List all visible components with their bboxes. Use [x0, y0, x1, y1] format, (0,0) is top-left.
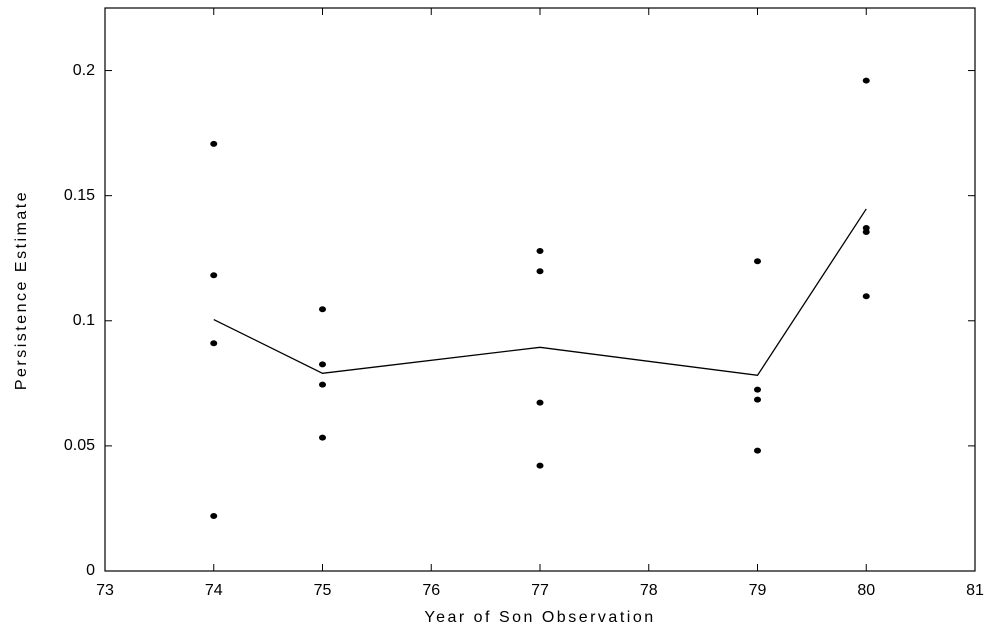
data-point	[319, 434, 326, 441]
data-point	[862, 228, 870, 235]
x-tick-label: 80	[857, 582, 875, 599]
y-tick-label: 0.15	[64, 187, 95, 204]
data-point	[210, 340, 218, 347]
data-point	[319, 381, 326, 388]
data-point	[210, 272, 218, 279]
mean-line	[213, 208, 867, 377]
x-axis-label: Year of Son Observation	[424, 609, 655, 626]
data-point	[862, 77, 870, 84]
y-tick-label: 0	[86, 562, 95, 579]
x-tick-label: 79	[749, 582, 767, 599]
data-point	[754, 396, 761, 403]
data-point	[536, 268, 544, 275]
y-tick-label: 0.2	[73, 62, 95, 79]
y-tick-label: 0.05	[64, 437, 95, 454]
data-point	[862, 293, 870, 300]
data-point	[210, 512, 218, 519]
x-tick-label: 76	[422, 582, 440, 599]
plot-frame	[104, 7, 976, 572]
y-axis-label: Persistence Estimate	[13, 190, 30, 390]
data-point	[319, 306, 326, 313]
data-point	[536, 399, 544, 406]
x-tick-label: 77	[531, 582, 549, 599]
x-tick-label: 78	[640, 582, 658, 599]
data-point	[754, 258, 761, 265]
data-point	[754, 447, 761, 454]
data-point	[536, 462, 544, 469]
x-tick-label: 81	[966, 582, 984, 599]
y-tick-label: 0.1	[73, 312, 95, 329]
data-point	[754, 386, 761, 393]
data-point	[536, 247, 544, 254]
data-point	[210, 140, 218, 147]
x-tick-label: 73	[96, 582, 114, 599]
x-tick-label: 75	[314, 582, 332, 599]
data-point	[319, 361, 326, 368]
x-tick-label: 74	[205, 582, 223, 599]
